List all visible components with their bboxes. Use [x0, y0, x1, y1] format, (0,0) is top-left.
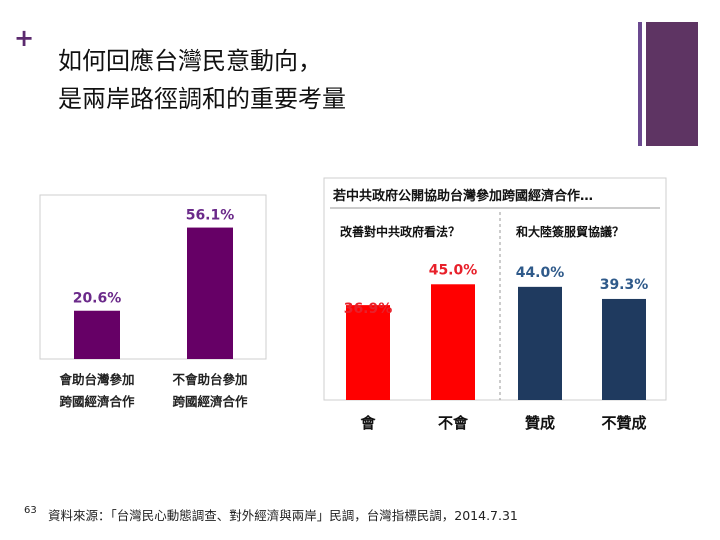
group-label-0: 改善對中共政府看法？ — [340, 224, 460, 239]
right-value-label-0: 36.9% — [344, 301, 393, 317]
right-category-label-1: 不會 — [438, 414, 469, 432]
left-bar-0 — [74, 310, 120, 359]
right-bar-3 — [602, 298, 646, 400]
left-category-label-1-line-0: 不會助台參加 — [172, 372, 247, 387]
right-bar-2 — [518, 286, 562, 400]
left-value-label-1: 56.1% — [186, 208, 235, 224]
right-value-label-1: 45.0% — [429, 262, 478, 278]
left-value-label-0: 20.6% — [73, 291, 122, 307]
slide-title: 如何回應台灣民意動向， 是兩岸路徑調和的重要考量 — [58, 42, 346, 118]
left-category-label-0-line-0: 會助台灣參加 — [59, 372, 134, 387]
right-bar-0 — [346, 305, 390, 400]
left-bar-1 — [187, 227, 233, 359]
right-bar-1 — [431, 284, 475, 400]
title-line-2: 是兩岸路徑調和的重要考量 — [58, 85, 346, 113]
decorative-block — [646, 22, 698, 146]
decorative-line — [638, 22, 642, 146]
left-category-label-1-line-1: 跨國經濟合作 — [172, 394, 248, 409]
right-category-label-0: 會 — [360, 414, 376, 432]
source-footer: 資料來源：「台灣民心動態調查、對外經濟與兩岸」民調，台灣指標民調，2014.7.… — [48, 508, 518, 523]
right-value-label-3: 39.3% — [600, 277, 649, 293]
right-chart-title: 若中共政府公開協助台灣參加跨國經濟合作… — [332, 188, 593, 204]
left-category-label-0-line-1: 跨國經濟合作 — [59, 394, 135, 409]
group-label-1: 和大陸簽服貿協議？ — [515, 224, 624, 239]
title-line-1: 如何回應台灣民意動向， — [58, 47, 322, 75]
right-value-label-2: 44.0% — [516, 265, 565, 281]
right-category-label-3: 不贊成 — [601, 414, 646, 432]
plus-decoration: + — [14, 24, 35, 52]
page-number: 63 — [24, 505, 37, 516]
right-category-label-2: 贊成 — [525, 414, 555, 432]
